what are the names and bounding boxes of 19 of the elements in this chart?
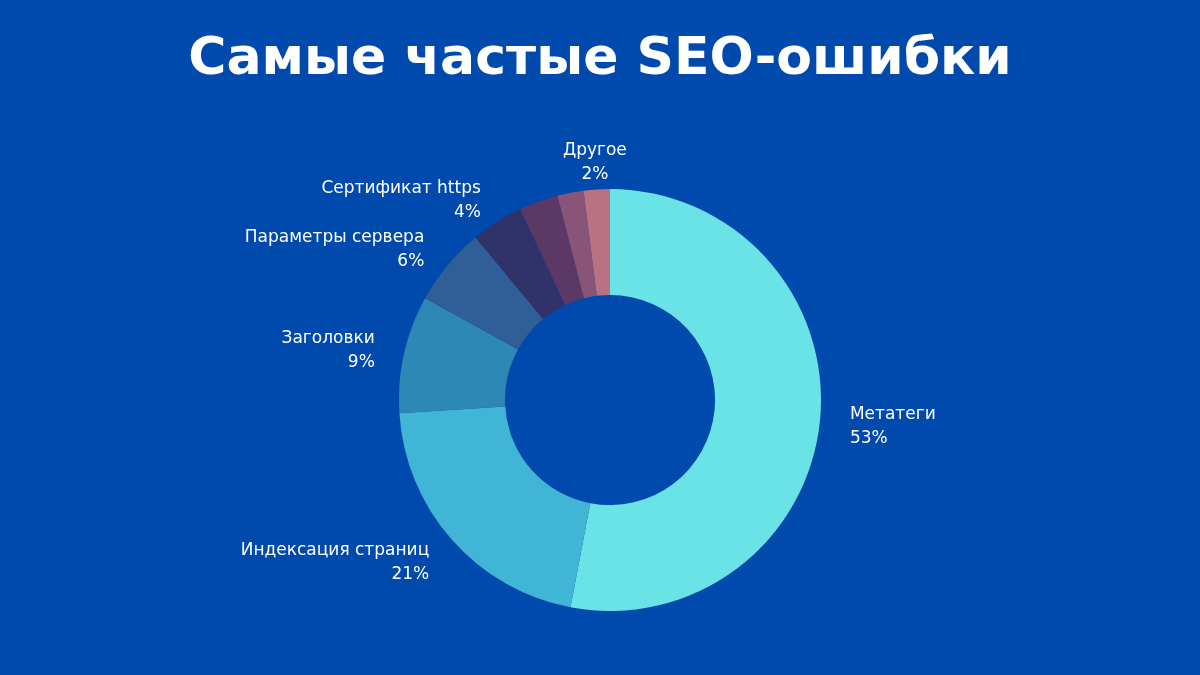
slice-label: Заголовки	[281, 327, 375, 348]
donut-slice	[425, 237, 544, 350]
donut-slice	[583, 189, 610, 296]
data-label: 53%	[849, 426, 888, 447]
slice-label: Параметры сервера	[244, 226, 425, 247]
slice-label: Индексация страниц	[240, 539, 430, 560]
data-label: 9%	[347, 351, 375, 372]
slice-label: Сертификат https	[321, 176, 481, 197]
donut-slice	[520, 195, 584, 305]
data-label: 2%	[581, 163, 609, 184]
slice-label: Метатеги	[849, 402, 936, 423]
slice-label: Другое	[562, 139, 627, 160]
donut-slice	[399, 298, 518, 414]
chart-title: Самые частые SEO-ошибки	[187, 26, 1013, 86]
data-label: 4%	[453, 200, 481, 221]
data-label: 6%	[397, 250, 425, 271]
donut-slice	[557, 190, 597, 299]
donut-slice	[570, 189, 821, 611]
data-label: 21%	[391, 563, 430, 584]
